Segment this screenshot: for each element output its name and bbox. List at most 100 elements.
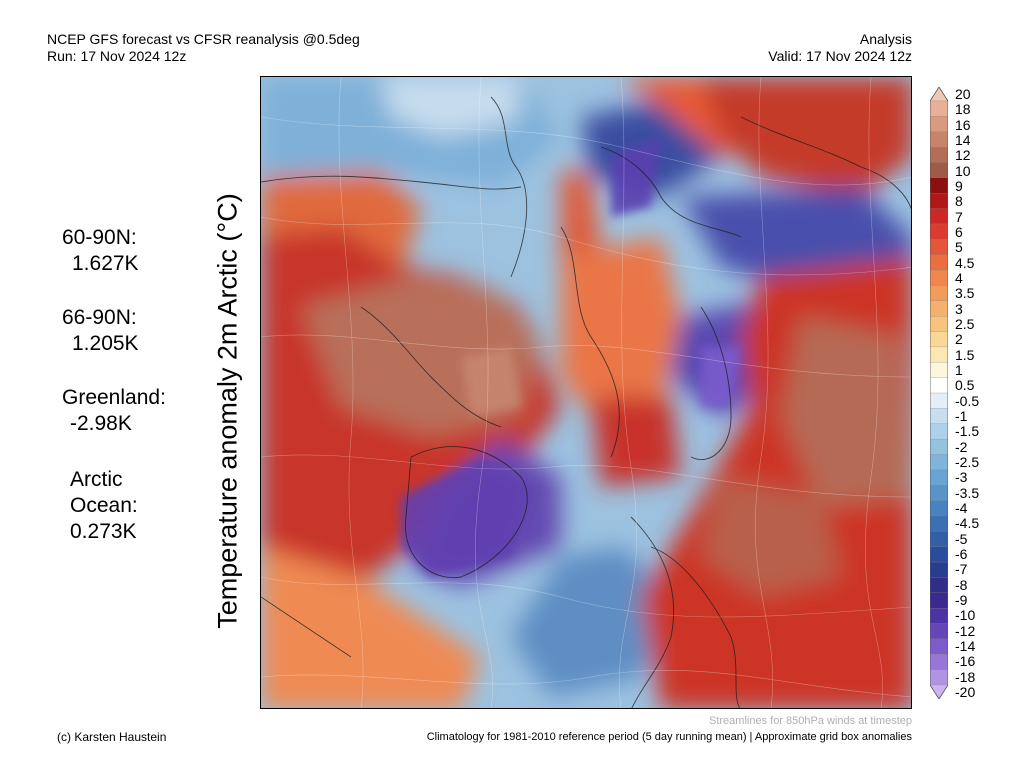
stat-arctic-label-2: Ocean: [70,494,138,517]
stat-66-90n-value: 1.205K [72,332,139,355]
colorbar-tick-label: -18 [955,668,976,685]
colorbar-tick-label: 6 [955,224,963,240]
colorbar-tick-label: -20 [955,684,976,700]
colorbar-bin [930,193,948,210]
colorbar-bin [930,131,948,148]
colorbar-bin [930,623,948,640]
colorbar-bin [930,100,948,118]
colorbar-tick-label: 20 [955,86,971,102]
header-right: Analysis Valid: 17 Nov 2024 12z [768,31,912,65]
colorbar-bin [930,300,948,317]
stat-arctic-label-1: Arctic [70,468,123,491]
colorbar-bin [930,608,948,625]
colorbar-tick-label: 18 [955,101,971,118]
colorbar-tick-label: -3.5 [955,484,980,501]
colorbar-bin [930,377,948,394]
chart-title: NCEP GFS forecast vs CFSR reanalysis @0.… [47,31,360,47]
colorbar-tick-label: -16 [955,653,976,670]
stat-greenland-value: -2.98K [70,412,132,435]
colorbar-tick-label: -4.5 [955,515,980,532]
colorbar-bin [930,87,948,102]
stat-arctic-value: 0.273K [70,520,137,543]
stat-60-90n: 60-90N: 1.627K [62,225,139,277]
colorbar-bin [930,546,948,563]
colorbar-bin [930,285,948,302]
anomaly-map-graphic [261,77,911,708]
colorbar-bin [930,362,948,379]
stat-66-90n: 66-90N: 1.205K [62,305,139,357]
colorbar-tick-label: 16 [955,116,971,133]
colorbar-tick-label: 2.5 [955,316,975,332]
colorbar-tick-label: 7 [955,208,963,225]
colorbar-tick-label: 4 [955,270,963,286]
product-type: Analysis [859,31,912,47]
run-time: Run: 17 Nov 2024 12z [47,48,187,64]
colorbar-tick-label: -4 [955,500,968,516]
stat-arctic-ocean: Arctic Ocean: 0.273K [70,467,138,545]
stat-60-90n-value: 1.627K [72,252,139,275]
streamlines-note: Streamlines for 850hPa winds at timestep [709,715,912,727]
colorbar-tick-label: 10 [955,162,971,179]
colorbar-bin [930,592,948,609]
colorbar-bin [930,239,948,256]
colorbar-bin [930,454,948,471]
colorbar-tick-label: 3.5 [955,285,975,302]
stat-greenland-label: Greenland: [62,386,166,409]
colorbar-bin [930,146,948,164]
colorbar-bin [930,392,948,410]
colorbar-bin [930,500,948,517]
stat-greenland: Greenland: -2.98K [62,385,166,437]
colorbar-bin [930,254,948,271]
colorbar-tick-label: 0.5 [955,377,975,394]
colorbar-bin [930,669,948,686]
colorbar-bin [930,531,948,548]
colorbar-bin [930,223,948,241]
colorbar-bin [930,408,948,425]
colorbar [930,87,948,699]
colorbar-tick-label: 12 [955,147,971,164]
colorbar-tick-label: -8 [955,576,968,593]
colorbar-tick-label: 1.5 [955,346,975,363]
colorbar-bin [930,638,948,656]
stat-66-90n-label: 66-90N: [62,306,137,329]
anomaly-map [260,76,912,709]
colorbar-bin [930,684,948,699]
stat-60-90n-label: 60-90N: [62,226,137,249]
colorbar-tick-label: -6 [955,546,968,562]
colorbar-tick-label: -9 [955,592,968,608]
colorbar-tick-label: 3 [955,300,963,317]
colorbar-bin [930,515,948,533]
colorbar-tick-label: -1 [955,408,968,424]
colorbar-tick-label: -5 [955,530,968,547]
credit-text: (c) Karsten Haustein [57,730,167,744]
colorbar-bin [930,469,948,486]
colorbar-bin [930,438,948,456]
colorbar-tick-label: 8 [955,193,963,210]
colorbar-tick-label: 2 [955,331,963,348]
colorbar-tick-label: -2.5 [955,454,980,470]
colorbar-bin [930,208,948,225]
colorbar-tick-label: -3 [955,469,968,486]
colorbar-bin [930,116,948,133]
colorbar-bin [930,269,948,287]
colorbar-tick-label: 4.5 [955,254,975,271]
valid-time: Valid: 17 Nov 2024 12z [768,48,912,64]
climatology-note: Climatology for 1981-2010 reference peri… [426,731,912,743]
colorbar-bin [930,331,948,348]
colorbar-bin [930,162,948,179]
colorbar-tick-label: -10 [955,607,976,624]
colorbar-tick-label: -2 [955,438,968,455]
colorbar-tick-label: -12 [955,622,976,639]
colorbar-tick-label: -7 [955,561,968,578]
colorbar-tick-label: 5 [955,239,963,256]
colorbar-bin [930,423,948,440]
colorbar-tick-label: -14 [955,638,976,654]
colorbar-bin [930,561,948,579]
colorbar-bin [930,177,948,194]
colorbar-tick-label: -0.5 [955,392,980,409]
colorbar-bin [930,577,948,594]
header-left: NCEP GFS forecast vs CFSR reanalysis @0.… [47,31,360,65]
colorbar-bin [930,654,948,671]
colorbar-tick-label: 14 [955,132,971,148]
colorbar-bin [930,346,948,364]
